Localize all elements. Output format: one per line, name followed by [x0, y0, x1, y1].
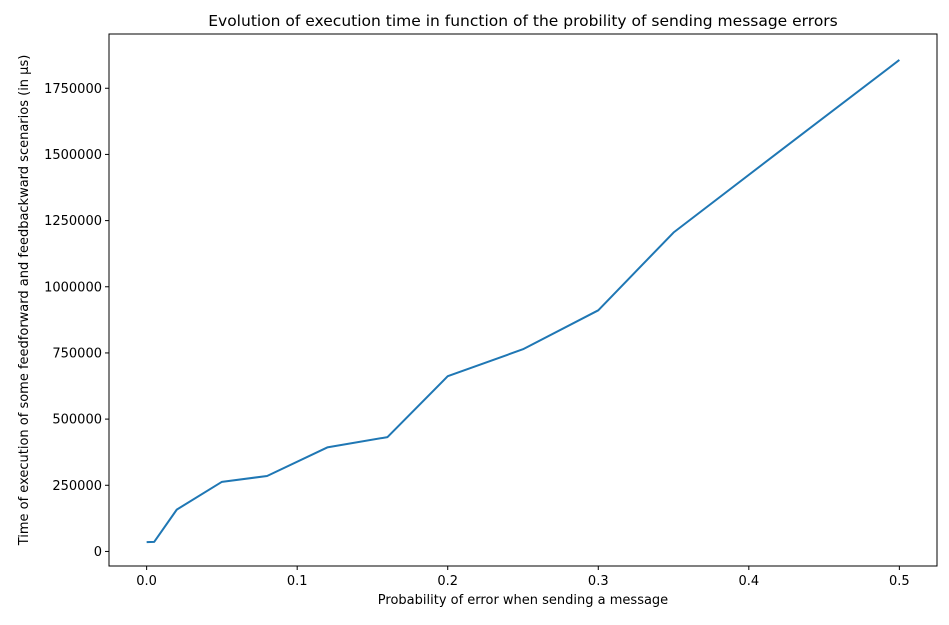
- plot-area: [108, 33, 938, 567]
- series-layer: [146, 59, 900, 544]
- x-tick-label: 0.5: [889, 574, 910, 589]
- y-tick-label: 250000: [52, 479, 102, 494]
- x-tick-label: 0.2: [437, 574, 458, 589]
- y-tick-label: 1000000: [44, 280, 102, 295]
- y-axis: 0 250000 500000 750000 1000000 1250000 1500000…: [44, 82, 109, 560]
- chart-title: Evolution of execution time in function …: [208, 12, 838, 30]
- y-tick-label: 750000: [52, 346, 102, 361]
- x-tick-label: 0.0: [136, 574, 157, 589]
- y-tick-label: 1500000: [44, 148, 102, 163]
- y-tick-label: 1750000: [44, 82, 102, 97]
- y-tick-label: 0: [94, 545, 102, 560]
- x-axis-label: Probability of error when sending a mess…: [378, 593, 668, 608]
- y-tick-label: 1250000: [44, 214, 102, 229]
- y-axis-label: Time of execution of some feedforward an…: [17, 55, 32, 547]
- x-tick-label: 0.1: [287, 574, 308, 589]
- y-tick-label: 500000: [52, 413, 102, 428]
- x-tick-label: 0.4: [738, 574, 759, 589]
- series-line-0: [146, 59, 900, 544]
- x-axis: 0.0 0.1 0.2 0.3 0.4 0.5: [136, 566, 910, 589]
- x-tick-label: 0.3: [588, 574, 609, 589]
